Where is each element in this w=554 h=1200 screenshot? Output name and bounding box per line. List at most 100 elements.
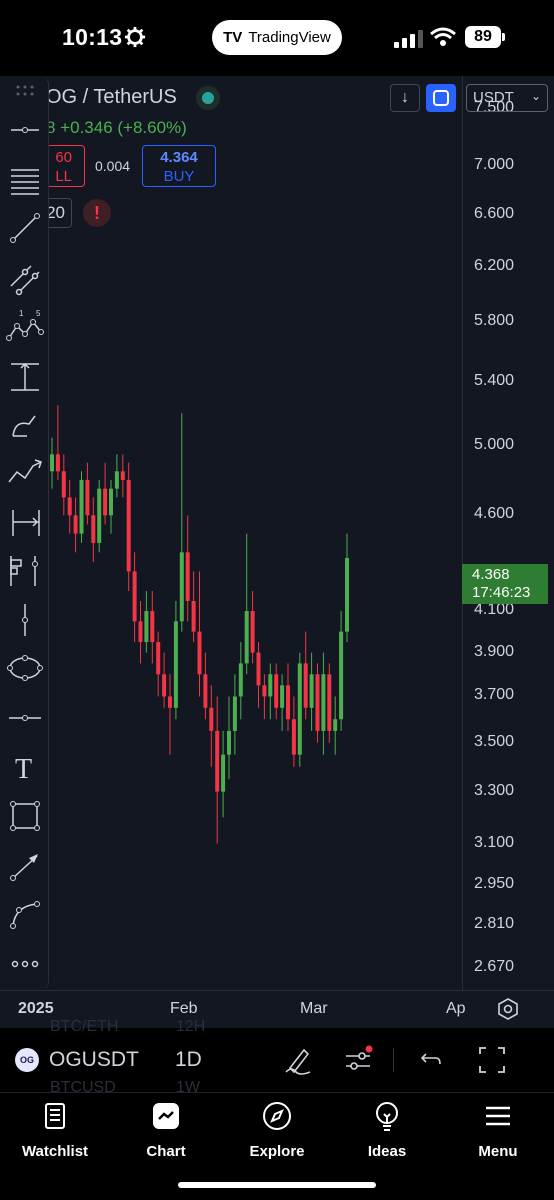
drawing-toolbar xyxy=(0,78,49,988)
horizontal-ray-tool-icon[interactable] xyxy=(5,110,45,150)
tab-label: Chart xyxy=(146,1143,186,1160)
fullscreen-expand-icon[interactable] xyxy=(476,1044,508,1076)
candle-body xyxy=(67,497,72,516)
candle-body xyxy=(138,621,143,643)
candle-body xyxy=(173,621,178,708)
cellular-signal-icon xyxy=(394,30,423,48)
time-label-feb: Feb xyxy=(170,1000,198,1017)
tab-menu[interactable]: Menu xyxy=(448,1100,548,1160)
app-pill[interactable]: TV TradingView xyxy=(212,20,342,55)
symbol-search-button[interactable]: OGUSDT xyxy=(49,1048,139,1071)
undo-icon[interactable] xyxy=(414,1044,446,1076)
candle-body xyxy=(268,674,273,697)
price-axis-label: 5.000 xyxy=(474,435,515,453)
currency-value: USDT xyxy=(473,89,514,106)
arrow-down-button[interactable]: ↓ xyxy=(390,84,420,112)
watchlist-icon xyxy=(45,1103,65,1129)
tab-watchlist[interactable]: Watchlist xyxy=(5,1100,105,1160)
candle-body xyxy=(185,552,190,601)
candle-body xyxy=(203,674,208,708)
symbol-title[interactable]: OG / TetherUS xyxy=(46,86,177,108)
candle-body xyxy=(144,611,149,643)
price-axis-label: 3.500 xyxy=(474,732,515,750)
text-tool-icon[interactable]: T xyxy=(5,746,45,786)
buy-price: 4.364 xyxy=(160,149,198,166)
price-axis-label: 3.700 xyxy=(474,686,515,704)
price-axis-label: 4.600 xyxy=(474,505,515,523)
lightbulb-icon xyxy=(376,1102,398,1131)
divider xyxy=(393,1048,394,1072)
candle-body xyxy=(309,674,314,708)
market-status-icon[interactable] xyxy=(196,86,220,110)
curve-tool-icon[interactable] xyxy=(5,894,45,934)
candle-body xyxy=(150,611,155,643)
tab-ideas[interactable]: Ideas xyxy=(337,1100,437,1160)
price-axis-label: 3.300 xyxy=(474,781,515,799)
candle-body xyxy=(91,515,96,543)
arrow-tool-icon[interactable] xyxy=(5,846,45,886)
indicators-icon[interactable] xyxy=(342,1044,374,1076)
ghost-interval: 1W xyxy=(176,1079,200,1096)
price-axis-label: 2.950 xyxy=(474,874,515,892)
wifi-icon xyxy=(430,27,456,46)
symbol-bar xyxy=(0,1028,554,1092)
fib-retracement-tool-icon[interactable] xyxy=(5,160,45,200)
candle-body xyxy=(79,479,84,534)
app-pill-label: TradingView xyxy=(248,29,331,46)
price-axis-label: 3.100 xyxy=(474,833,515,851)
candle-body xyxy=(103,488,108,516)
fullscreen-button[interactable] xyxy=(426,84,456,112)
currency-select[interactable]: USDT ⌄ xyxy=(466,84,548,112)
tradingview-logo-icon: TV xyxy=(223,29,243,46)
chart-icon xyxy=(153,1103,179,1129)
price-range-tool-icon[interactable] xyxy=(5,356,45,396)
ghost-symbol: BTCUSD xyxy=(50,1079,116,1096)
parallel-channel-tool-icon[interactable] xyxy=(5,258,45,298)
more-tools-icon[interactable] xyxy=(5,944,45,984)
symbol-logo: OG xyxy=(15,1048,39,1072)
ghost-interval: 12H xyxy=(176,1018,206,1035)
vertical-line-tool-icon[interactable] xyxy=(5,600,45,640)
interval-button[interactable]: 1D xyxy=(175,1048,202,1071)
time-label-mar: Mar xyxy=(300,1000,328,1017)
candle-body xyxy=(156,642,161,675)
tab-explore[interactable]: Explore xyxy=(227,1100,327,1160)
time-label-apr: Ap xyxy=(446,1000,466,1017)
price-axis-label: 2.810 xyxy=(474,915,515,933)
drawing-pen-icon[interactable] xyxy=(282,1044,314,1076)
alert-icon[interactable]: ! xyxy=(83,199,111,227)
time-label-2025: 2025 xyxy=(18,1000,54,1017)
candle-body xyxy=(244,611,249,664)
tab-label: Menu xyxy=(478,1143,518,1160)
date-range-tool-icon[interactable] xyxy=(5,502,45,542)
trend-line-tool-icon[interactable] xyxy=(5,208,45,248)
sell-price: 60 xyxy=(55,149,72,166)
drag-handle-icon[interactable] xyxy=(15,84,35,98)
brush-tool-icon[interactable] xyxy=(5,406,45,446)
candle-body xyxy=(132,571,137,622)
candle-body xyxy=(114,471,119,489)
home-indicator[interactable] xyxy=(178,1182,376,1188)
buy-button[interactable]: 4.364 BUY xyxy=(142,145,216,187)
chevron-down-icon: ⌄ xyxy=(530,89,541,103)
horizontal-line-tool-icon[interactable] xyxy=(5,698,45,738)
candle-body xyxy=(333,719,338,731)
candle-body xyxy=(61,471,66,498)
candle-body xyxy=(297,663,302,755)
tab-label: Watchlist xyxy=(21,1143,89,1160)
rectangle-tool-icon[interactable] xyxy=(5,796,45,836)
candle-body xyxy=(50,454,54,472)
candle-body xyxy=(327,674,332,731)
long-position-tool-icon[interactable] xyxy=(5,550,45,590)
price-axis-label: 4.100 xyxy=(474,601,515,619)
time-axis[interactable] xyxy=(0,990,554,1028)
candle-body xyxy=(162,674,167,697)
settings-hexagon-icon[interactable] xyxy=(496,997,520,1021)
path-tool-icon[interactable] xyxy=(5,452,45,492)
price-axis[interactable] xyxy=(462,76,554,990)
candle-body xyxy=(303,663,308,708)
candle-body xyxy=(262,685,267,697)
ellipse-tool-icon[interactable] xyxy=(5,648,45,688)
tab-chart[interactable]: Chart xyxy=(116,1100,216,1160)
